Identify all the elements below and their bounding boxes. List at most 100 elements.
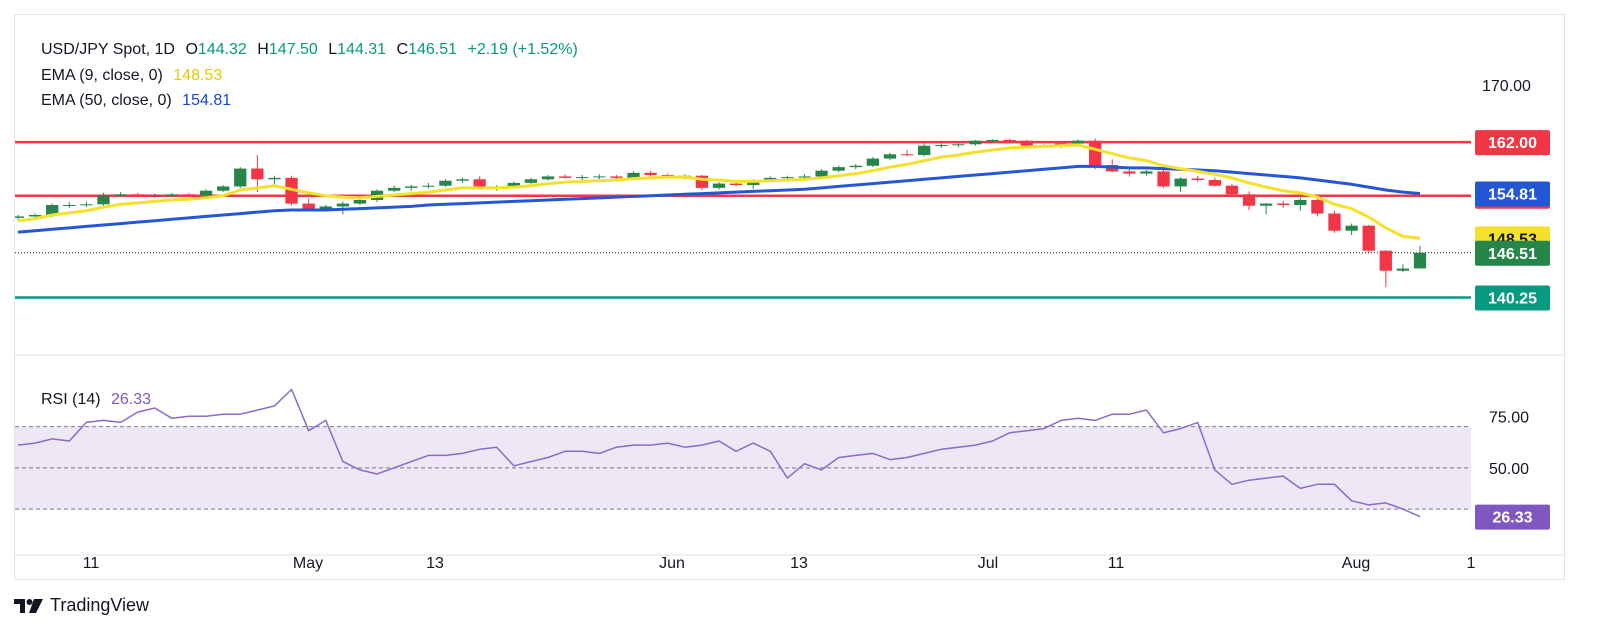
candle-body [1413, 252, 1427, 269]
candle-body [1123, 171, 1136, 174]
candle-body [217, 186, 230, 191]
rsi-tag: 26.33 [1492, 510, 1532, 527]
candle-body [1242, 194, 1256, 206]
chart-canvas[interactable]: 170.0075.0050.00162.00154.50140.25154.81… [15, 15, 1566, 581]
candle-body [336, 203, 350, 207]
ema50-legend: EMA (50, close, 0) 154.81 [41, 92, 237, 110]
candle-body [251, 168, 264, 180]
candle-body [63, 205, 76, 206]
level-tag: 162.00 [1488, 135, 1537, 152]
candle-body [986, 140, 999, 141]
rsi-line [17, 388, 1421, 518]
candle-body [28, 215, 42, 217]
candle-body [644, 172, 657, 175]
candle-body [353, 200, 367, 204]
time-axis-tick: 11 [1108, 555, 1125, 572]
time-axis-tick: Jul [978, 555, 998, 572]
candle-body [507, 182, 520, 188]
candle-body [849, 165, 862, 168]
candle-body [1140, 171, 1153, 174]
candle-body [1362, 225, 1375, 251]
time-axis-tick: Jun [659, 555, 685, 572]
candle-body [15, 216, 25, 218]
time-axis-tick: 13 [790, 555, 808, 572]
ema50-value: 154.81 [182, 92, 232, 109]
candle-body [541, 176, 555, 180]
candle-body [781, 177, 794, 179]
open-label: O [185, 41, 198, 58]
price-axis-tick: 170.00 [1482, 78, 1531, 95]
rsi-tag-bg [1475, 504, 1550, 530]
candle-body [524, 179, 538, 183]
candle-body [558, 176, 572, 178]
candle-body [1225, 185, 1239, 195]
tradingview-brand[interactable]: TradingView [14, 595, 149, 616]
chart-frame: 170.0075.0050.00162.00154.50140.25154.81… [14, 14, 1566, 581]
candle-body [832, 167, 845, 171]
candle-body [319, 206, 332, 210]
candle-body [815, 170, 828, 177]
ema9-line [17, 143, 1421, 240]
high-value: 147.50 [268, 41, 318, 58]
candle-body [900, 154, 914, 156]
candle-body [439, 180, 452, 186]
time-axis-tick: 11 [83, 555, 100, 572]
candle-body [1003, 140, 1016, 141]
candle-body [729, 183, 743, 185]
candle-body [1071, 140, 1085, 144]
open-value: 144.32 [197, 41, 247, 58]
level-tag-bg [1475, 285, 1550, 311]
last-price-tag: 146.51 [1488, 246, 1537, 263]
candle-body [1345, 225, 1358, 231]
brand-name: TradingView [50, 595, 150, 615]
ema9-label: EMA (9, close, 0) [41, 67, 163, 84]
time-axis-tick: Aug [1342, 555, 1370, 572]
candle-body [473, 179, 486, 189]
candle-body [80, 204, 93, 206]
close-value: 146.51 [408, 41, 458, 58]
level-tag: 140.25 [1488, 291, 1537, 308]
candle-body [1157, 171, 1170, 187]
time-axis-tick: 1 [1467, 555, 1476, 572]
candle-body [456, 179, 469, 181]
ema9-legend: EMA (9, close, 0) 148.53 [41, 67, 228, 85]
rsi-label: RSI (14) [41, 391, 101, 408]
candle-body [918, 145, 931, 155]
candle-body [1379, 250, 1392, 271]
ema9-value: 148.53 [173, 67, 223, 84]
candle-body [1277, 203, 1290, 205]
ema50-tag-bg [1475, 181, 1550, 207]
rsi-value: 26.33 [111, 391, 152, 408]
candle-body [1259, 203, 1273, 206]
candle-body [798, 176, 811, 178]
ema50-tag: 154.81 [1488, 187, 1537, 204]
rsi-axis-tick: 75.00 [1489, 409, 1529, 426]
candle-body [1174, 178, 1187, 187]
symbol-title: USD/JPY Spot, 1D [41, 41, 175, 58]
low-value: 144.31 [337, 41, 387, 58]
candle-body [1328, 213, 1341, 231]
candle-body [1396, 268, 1410, 271]
ema50-line [17, 164, 1421, 234]
candle-body [405, 186, 418, 188]
time-axis-tick: May [293, 555, 323, 572]
candle-body [576, 177, 589, 179]
high-label: H [257, 41, 269, 58]
candle-body [234, 168, 247, 187]
change-value: +2.19 (+1.52%) [467, 41, 578, 58]
candle-body [114, 194, 127, 196]
candle-body [165, 194, 179, 196]
symbol-legend: USD/JPY Spot, 1D O144.32 H147.50 L144.31… [41, 41, 584, 59]
low-label: L [328, 41, 338, 58]
candle-body [1294, 200, 1307, 205]
candle-body [1208, 180, 1221, 186]
rsi-axis-tick: 50.00 [1489, 461, 1529, 478]
candle-body [866, 158, 880, 166]
candle-body [131, 194, 144, 196]
tradingview-logo-icon [14, 598, 43, 613]
time-axis-tick: 13 [426, 555, 444, 572]
last-price-tag-bg [1475, 240, 1550, 266]
candle-body [148, 195, 161, 196]
candle-body [1020, 140, 1033, 146]
candle-body [302, 203, 315, 210]
